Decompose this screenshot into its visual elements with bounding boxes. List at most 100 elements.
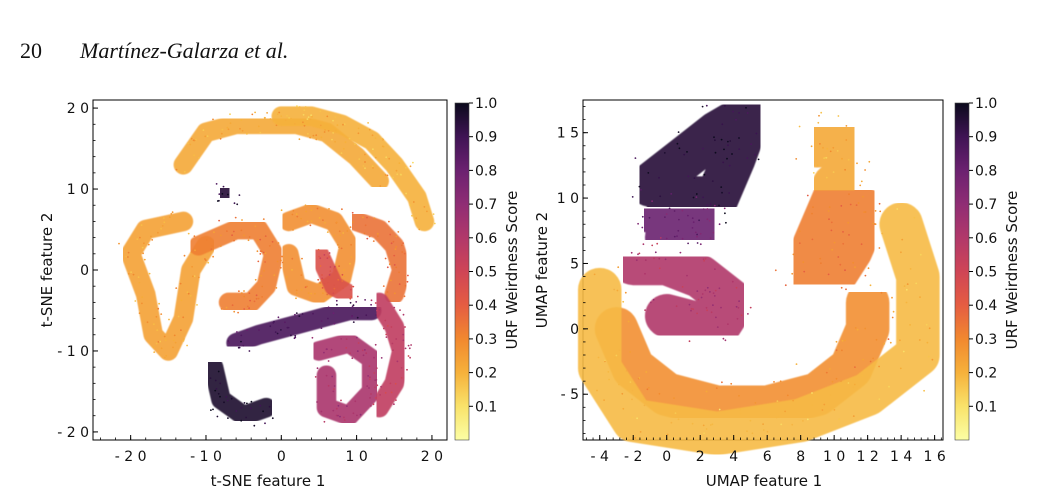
scatter-point <box>703 432 705 435</box>
scatter-series-5 <box>795 110 873 207</box>
scatter-point <box>221 193 224 195</box>
scatter-band <box>188 219 284 313</box>
scatter-point <box>675 305 678 308</box>
scatter-point <box>878 247 881 249</box>
scatter-point <box>294 313 296 316</box>
scatter-point <box>312 312 314 315</box>
scatter-point <box>379 394 381 396</box>
scatter-point <box>723 148 725 151</box>
tsne-panel: - 2 0 - 1 0 0 1 0 2 0 - 2 0 - 1 0 0 1 0 2 0 t-SN… <box>38 96 521 490</box>
scatter-band <box>628 189 731 260</box>
scatter-point <box>365 314 368 317</box>
scatter-point <box>357 342 360 344</box>
scatter-point <box>730 382 733 385</box>
scatter-point <box>823 157 825 160</box>
scatter-point <box>631 196 634 198</box>
scatter-point <box>923 389 925 392</box>
scatter-point <box>746 112 749 114</box>
scatter-point <box>627 320 630 323</box>
scatter-point <box>148 272 151 275</box>
scatter-point <box>340 399 342 402</box>
scatter-point <box>153 323 155 326</box>
tsne-colorbar-ticks: 0.1 0.2 0.3 0.4 0.5 0.6 0.7 0.8 0.9 1.0 <box>469 96 497 415</box>
scatter-point <box>724 339 727 342</box>
scatter-point <box>177 315 180 318</box>
page-number: 20 <box>20 38 42 63</box>
scatter-point <box>909 324 911 326</box>
scatter-point <box>401 251 404 253</box>
scatter-point <box>212 408 214 411</box>
scatter-point <box>415 217 418 220</box>
scatter-point <box>191 265 194 268</box>
scatter-point <box>366 385 369 387</box>
scatter-point <box>864 211 867 213</box>
x-tick-label: 2 <box>696 449 705 465</box>
scatter-point <box>182 316 185 319</box>
x-tick-label: 1 4 <box>890 449 912 465</box>
scatter-point <box>194 249 196 252</box>
scatter-series-2 <box>611 237 756 351</box>
scatter-point <box>294 334 297 337</box>
scatter-point <box>141 246 144 249</box>
scatter-point <box>361 349 364 352</box>
scatter-point <box>349 301 352 304</box>
y-tick-label: 1 5 <box>557 126 579 142</box>
scatter-point <box>664 258 667 261</box>
scatter-point <box>231 304 234 307</box>
scatter-point <box>382 285 385 287</box>
scatter-point <box>254 278 257 281</box>
scatter-point <box>629 381 632 383</box>
scatter-point <box>255 294 258 297</box>
x-tick-label: - 4 <box>591 449 610 465</box>
scatter-point <box>143 242 145 245</box>
scatter-point <box>872 222 875 225</box>
scatter-point <box>889 341 892 344</box>
scatter-point <box>354 400 357 403</box>
scatter-point <box>322 292 324 295</box>
scatter-point <box>332 119 334 122</box>
scatter-point <box>138 281 141 284</box>
scatter-point <box>186 344 189 347</box>
scatter-point <box>358 158 361 161</box>
scatter-point <box>356 350 359 352</box>
scatter-point <box>278 111 281 114</box>
scatter-point <box>724 104 726 107</box>
scatter-point <box>273 274 276 277</box>
scatter-point <box>864 169 866 171</box>
scatter-point <box>335 414 338 417</box>
scatter-point <box>152 346 155 348</box>
scatter-point <box>603 399 605 401</box>
scatter-point <box>373 372 376 374</box>
scatter-point <box>327 360 330 362</box>
scatter-point <box>364 299 366 301</box>
scatter-point <box>371 165 374 168</box>
scatter-point <box>168 216 171 219</box>
scatter-point <box>845 139 848 141</box>
scatter-point <box>773 381 775 383</box>
scatter-point <box>395 235 398 238</box>
scatter-point <box>403 295 406 298</box>
scatter-point <box>314 292 316 295</box>
scatter-point <box>229 113 231 116</box>
scatter-point <box>309 136 311 139</box>
scatter-point <box>385 156 388 159</box>
scatter-point <box>214 389 217 392</box>
scatter-point <box>307 116 310 119</box>
scatter-point <box>342 147 345 150</box>
scatter-point <box>392 176 394 179</box>
scatter-point <box>382 327 385 330</box>
scatter-point <box>327 317 329 320</box>
scatter-point <box>635 259 638 262</box>
colorbar-tick-label: 0.7 <box>475 197 497 213</box>
scatter-point <box>352 221 354 224</box>
scatter-point <box>847 158 850 161</box>
scatter-point <box>298 106 301 108</box>
scatter-point <box>227 193 229 196</box>
scatter-point <box>333 388 335 390</box>
scatter-point <box>227 340 230 342</box>
scatter-point <box>679 251 682 254</box>
scatter-point <box>295 297 297 300</box>
scatter-point <box>343 275 346 277</box>
scatter-point <box>142 252 145 255</box>
scatter-point <box>229 122 232 125</box>
